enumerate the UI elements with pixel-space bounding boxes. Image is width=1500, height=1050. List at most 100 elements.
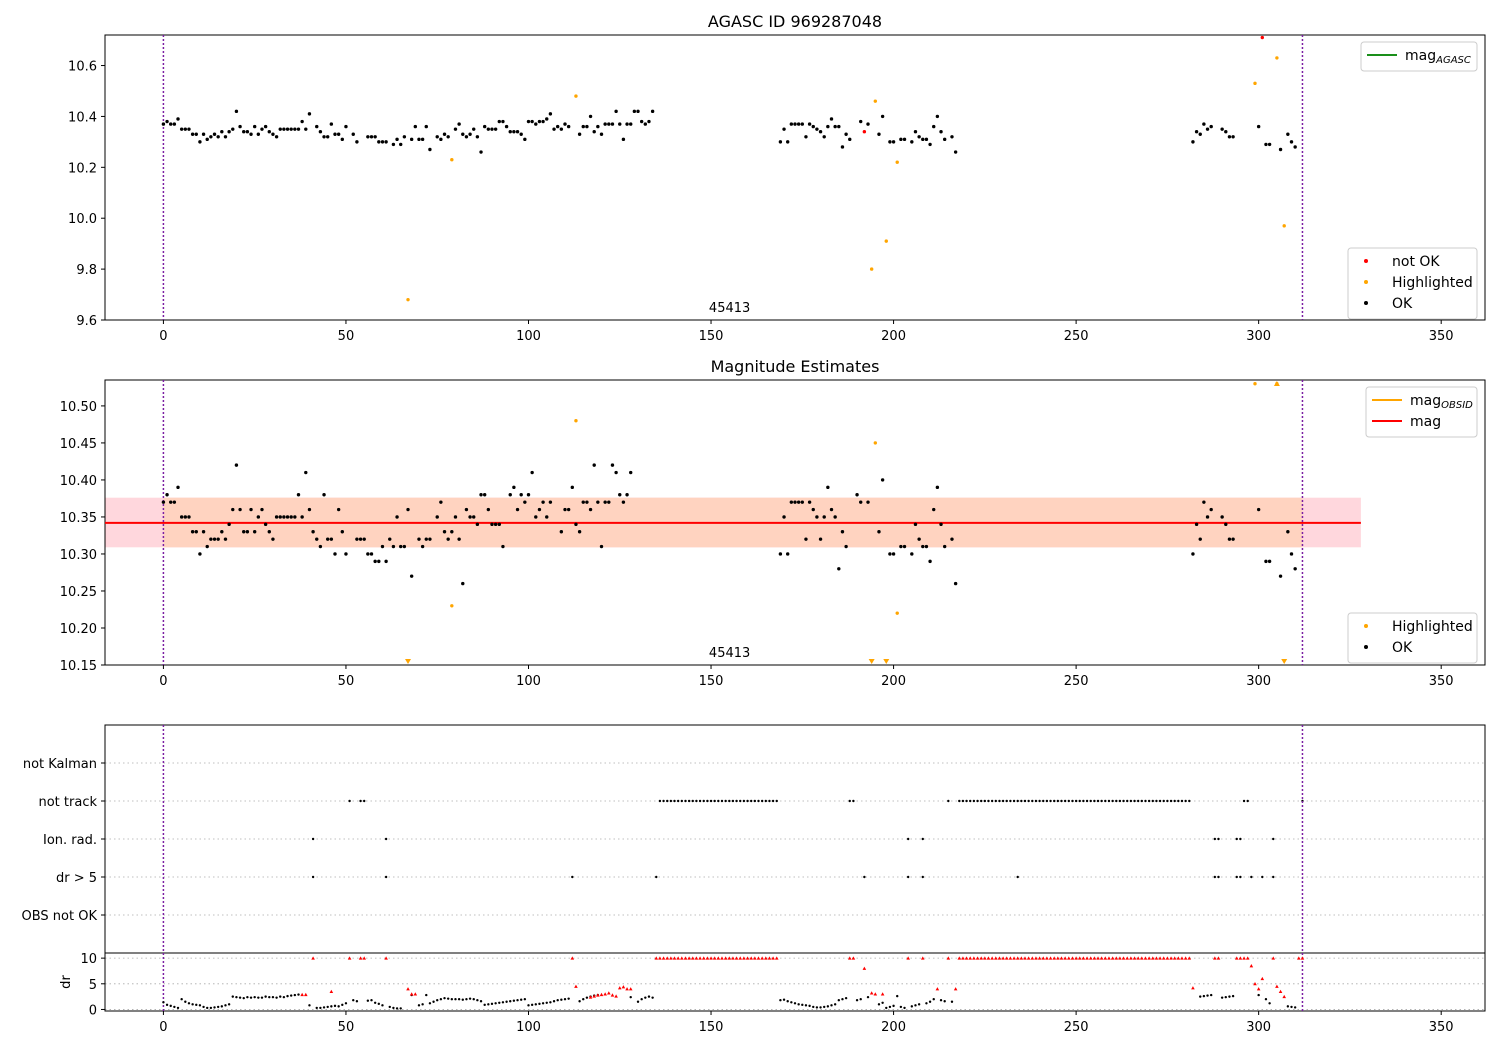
data-point-ok [650,109,655,114]
dr-point-not-ok [1165,956,1170,960]
dr-point-ok [417,1004,421,1007]
dr-point-not-ok [1260,976,1265,981]
flag-point [1063,799,1067,803]
flag-point [1009,799,1012,803]
flag-point [998,799,1001,803]
flag-point [972,799,976,803]
data-point-ok [176,485,180,490]
flag-point [1001,799,1005,803]
flag-point [1042,799,1045,803]
data-point-not-ok [862,129,867,134]
dr-point-ok [651,996,654,999]
flag-point [848,799,851,803]
data-point-ok [271,537,275,541]
data-point-ok [1293,567,1297,571]
data-point-ok [1191,140,1195,144]
flag-point [965,799,968,803]
dr-point-not-ok [661,956,666,960]
flag-point [680,799,684,803]
dr-point-not-ok [413,992,418,996]
flag-point [958,799,961,803]
data-point-ok [384,140,388,144]
data-point-ok [910,140,914,144]
data-point-ok [548,500,553,504]
dr-point-ok [286,994,289,998]
dr-point-not-ok [1234,956,1239,960]
legend-label: Highlighted [1392,619,1473,635]
dr-point-not-ok [734,956,739,960]
data-point-ok [300,119,304,124]
dr-point-not-ok [672,956,677,960]
data-point-highlighted [1282,224,1286,228]
data-point-ok [599,132,604,136]
data-point-ok [355,140,359,144]
data-point-ok [570,485,575,490]
flag-point [1151,799,1154,803]
dr-point-not-ok [1140,956,1144,960]
data-point-ok [548,112,553,116]
data-point-ok [829,117,834,121]
data-point-ok [577,530,582,534]
flag-point [1027,799,1030,803]
x-tick-label: 50 [338,1020,355,1035]
data-point-ok [333,132,337,136]
dr-point-ok [319,1006,322,1010]
data-point-ok [815,515,819,519]
dr-point-ok [260,996,264,999]
data-point-ok [910,552,914,556]
data-point-ok [826,485,830,490]
data-point-ok [252,124,257,129]
dr-point-ok [220,1005,224,1008]
dr-point-not-ok [665,956,670,960]
dr-point-not-ok [1253,981,1257,986]
data-point-ok [917,537,921,541]
data-point-ok [939,522,943,527]
dr-point-ok [184,1000,187,1003]
dr-point-ok [173,1005,176,1009]
data-point-ok [1194,522,1199,527]
dr-point-ok [341,1003,344,1007]
flag-point [731,799,735,803]
flag-point [1118,799,1122,803]
data-point-ok [242,530,246,534]
data-point-ok [406,507,410,512]
legend-label: OK [1392,296,1413,312]
data-point-ok [924,544,929,549]
dr-point-ok [293,993,297,997]
flag-point [1235,837,1238,841]
data-point-ok [1264,559,1268,564]
dr-point-ok [209,1006,213,1010]
data-point-ok [902,544,907,549]
dr-point-ok [538,1002,541,1006]
dr-point-not-ok [1216,956,1221,960]
data-point-ok [245,530,250,534]
data-point-ok [563,122,567,126]
data-point-ok [249,507,253,512]
flag-point [713,799,716,803]
x-tick-label: 50 [338,674,355,689]
flag-point [735,799,738,803]
data-point-ok [614,470,618,475]
dr-point-ok [801,1003,804,1007]
y-tick-label: 10.4 [68,110,97,125]
data-point-ok [928,142,932,147]
data-point-ok [468,515,472,519]
dr-point-not-ok [384,956,388,960]
data-point-ok [223,135,228,139]
flag-point [1016,875,1019,879]
chart-title: AGASC ID 969287048 [708,12,882,31]
data-point-ok [190,132,195,136]
dr-point-not-ok [753,956,757,960]
legend-label: not OK [1392,254,1440,270]
data-point-ok [289,127,293,131]
dr-point-ok [289,994,293,997]
chart-title: Magnitude Estimates [711,357,880,376]
flag-point [1129,799,1133,803]
data-point-ok [785,140,790,144]
dr-point-not-ok [968,956,973,960]
flag-point [1038,799,1041,803]
dr-point-not-ok [716,956,721,960]
dr-point-ok [377,1002,381,1006]
data-point-ok [859,119,863,124]
dr-point-ok [264,995,267,998]
